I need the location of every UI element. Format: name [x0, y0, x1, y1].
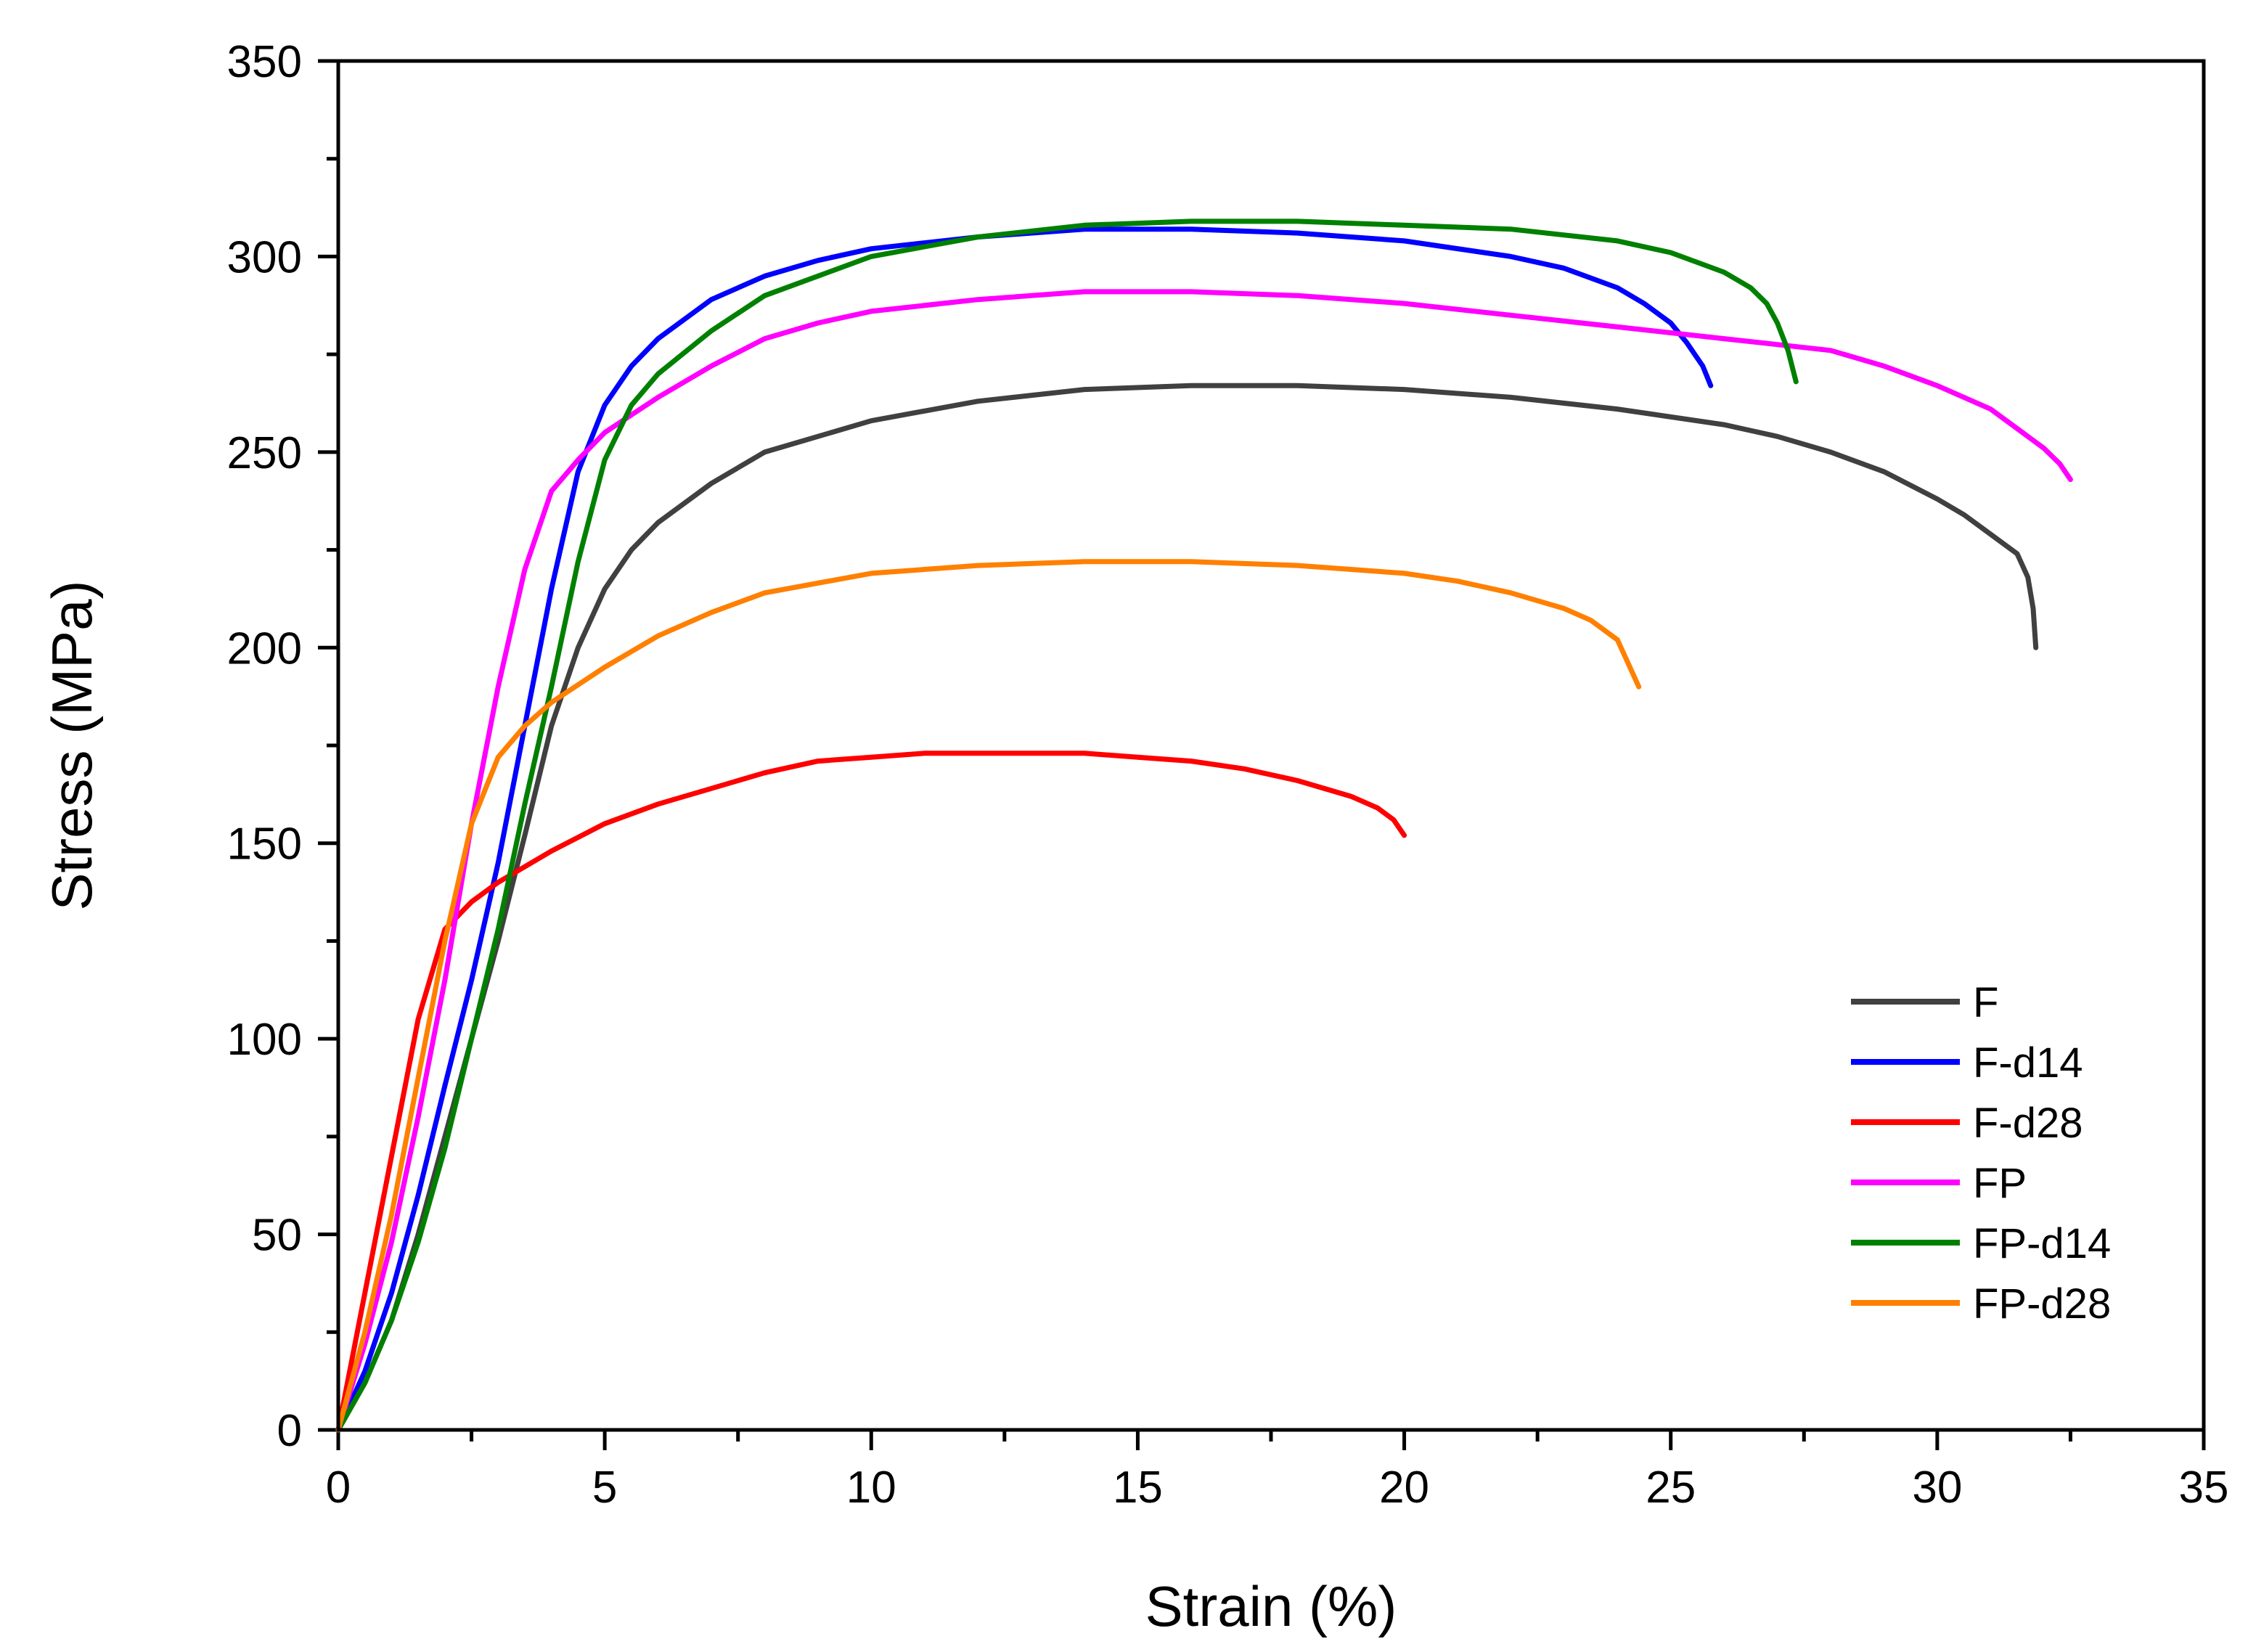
y-axis-title: Stress (MPa) — [40, 580, 104, 910]
y-tick-label: 0 — [277, 1406, 302, 1456]
x-tick-label: 20 — [1379, 1463, 1429, 1513]
axis-ticks — [318, 59, 2206, 1450]
legend-label-f: F — [1973, 979, 1998, 1026]
x-tick-label: 35 — [2179, 1463, 2229, 1513]
legend: F F-d14 F-d28 FP FP-d14 FP-d28 — [1851, 979, 2111, 1328]
x-tick-label: 25 — [1646, 1463, 1696, 1513]
series-lines — [335, 218, 2073, 1433]
y-tick-label: 50 — [252, 1211, 302, 1261]
y-tick-label: 350 — [227, 37, 302, 87]
legend-label-f-d28: F-d28 — [1973, 1100, 2083, 1147]
y-tick-label: 150 — [227, 819, 302, 870]
series-line-fp-d28 — [335, 559, 1642, 1433]
series-line-fp-d14 — [335, 218, 1799, 1433]
y-tick-label: 200 — [227, 623, 302, 674]
y-tick-label: 100 — [227, 1015, 302, 1065]
series-line-f — [335, 383, 2039, 1433]
x-axis-title: Strain (%) — [1145, 1574, 1397, 1638]
series-line-f-d14 — [335, 226, 1714, 1433]
legend-label-f-d14: F-d14 — [1973, 1039, 2083, 1087]
legend-label-fp-d14: FP-d14 — [1973, 1220, 2111, 1267]
x-tick-label: 30 — [1912, 1463, 1962, 1513]
x-tick-label: 0 — [326, 1463, 351, 1513]
x-tick-label: 5 — [592, 1463, 617, 1513]
x-tick-label: 10 — [846, 1463, 896, 1513]
plot-frame — [336, 59, 2206, 1432]
legend-label-fp-d28: FP-d28 — [1973, 1280, 2111, 1328]
series-line-fp — [335, 289, 2073, 1433]
y-tick-label: 300 — [227, 232, 302, 282]
legend-label-fp: FP — [1973, 1160, 2027, 1207]
y-tick-label: 250 — [227, 428, 302, 478]
x-tick-label: 15 — [1113, 1463, 1163, 1513]
